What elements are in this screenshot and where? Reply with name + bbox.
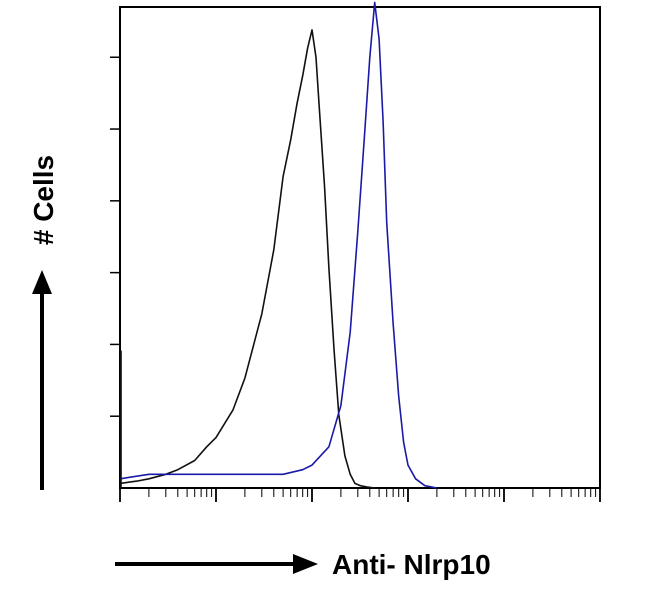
x-axis-label: Anti- Nlrp10 (332, 549, 491, 580)
series-line-control (119, 29, 375, 489)
y-axis-label: # Cells (28, 155, 59, 245)
plot-frame (119, 6, 601, 489)
series-layer (119, 1, 438, 489)
x-axis-ticks (119, 488, 601, 502)
y-axis-ticks (110, 56, 120, 417)
x-axis-arrowhead (293, 554, 318, 574)
y-axis-arrowhead (32, 270, 52, 294)
series-line-stained (119, 1, 438, 489)
